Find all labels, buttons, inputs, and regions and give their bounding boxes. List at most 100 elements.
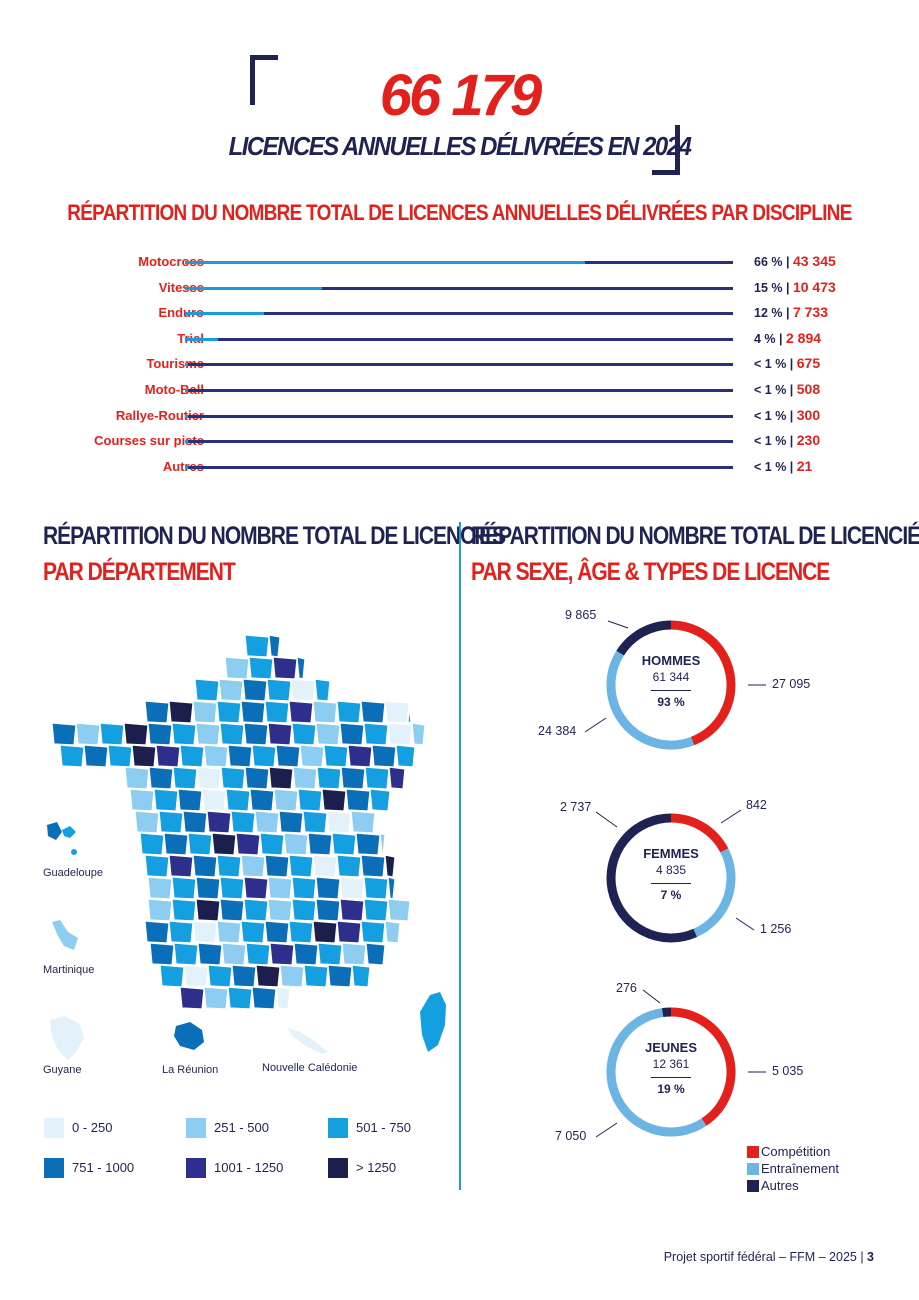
department-shape	[187, 832, 213, 856]
department-shape	[249, 788, 275, 812]
demographic-section-title: RÉPARTITION DU NOMBRE TOTAL DE LICENCIÉS…	[471, 518, 919, 590]
page-footer: Projet sportif fédéral – FFM – 2025 | 3	[664, 1250, 874, 1264]
bar-value-label: 4 % | 2 894	[754, 330, 821, 346]
donut-segment-label: 5 035	[772, 1064, 804, 1078]
donut-leader-line	[720, 809, 742, 824]
martinique-shape	[52, 920, 78, 950]
department-shape	[254, 810, 280, 834]
map-legend-label: > 1250	[356, 1160, 397, 1175]
department-shape	[230, 810, 256, 834]
donut-group-name: HOMMES	[641, 653, 701, 668]
bar-count: 675	[796, 355, 821, 372]
department-shape	[336, 854, 362, 878]
department-shape	[245, 942, 271, 966]
map-legend-label: 751 - 1000	[72, 1160, 135, 1175]
department-shape	[267, 876, 293, 900]
bar-percent: 4 %	[754, 331, 776, 346]
bar-separator: |	[786, 434, 797, 449]
bar-count: 7 733	[792, 304, 828, 321]
map-legend-swatch	[44, 1118, 64, 1138]
bar-fill	[185, 337, 218, 341]
bar-percent: < 1 %	[754, 408, 787, 423]
department-shape	[195, 876, 221, 900]
bar-count: 508	[796, 380, 821, 397]
bar-percent: < 1 %	[754, 357, 787, 372]
bar-value-label: 66 % | 43 345	[754, 253, 836, 269]
footer-text: Projet sportif fédéral – FFM – 2025 |	[663, 1250, 868, 1264]
donut-segment-label: 7 050	[555, 1129, 587, 1143]
department-shape	[243, 722, 269, 746]
donut-segment	[606, 813, 698, 943]
department-shape	[168, 700, 194, 724]
department-shape	[384, 700, 410, 724]
department-shape	[339, 722, 365, 746]
department-shape	[315, 876, 341, 900]
donut-group-name: FEMMES	[643, 846, 699, 861]
donut-center: HOMMES 61 344 93 %	[616, 653, 726, 709]
department-shape	[147, 722, 173, 746]
bar-value-label: < 1 % | 300	[754, 407, 820, 423]
department-shape	[331, 832, 357, 856]
department-shape	[345, 788, 371, 812]
bar-separator: |	[782, 280, 793, 295]
department-shape	[216, 920, 242, 944]
bar-category-label: Courses sur piste	[94, 433, 204, 449]
guyane-shape	[50, 1016, 84, 1060]
bar-fill	[185, 363, 189, 367]
donut-leader-line	[584, 717, 607, 733]
department-shape	[288, 700, 314, 724]
bar-value-label: < 1 % | 230	[754, 432, 820, 448]
department-shape	[221, 942, 247, 966]
department-shape	[196, 766, 222, 790]
territory-label-martinique: Martinique	[43, 964, 95, 976]
department-section-title: RÉPARTITION DU NOMBRE TOTAL DE LICENCIÉS…	[43, 518, 506, 590]
bar-value-label: < 1 % | 675	[754, 355, 820, 371]
donut-segment	[670, 1007, 736, 1126]
bar-row: Moto-Ball < 1 % | 508	[40, 378, 880, 404]
donut-group-total: 12 361	[652, 1057, 690, 1071]
department-shape	[144, 854, 170, 878]
map-legend-label: 1001 - 1250	[214, 1160, 284, 1175]
donut-legend-swatch	[747, 1180, 759, 1192]
map-legend-swatch	[328, 1118, 348, 1138]
donut-segment-label: 842	[746, 798, 767, 812]
bar-separator: |	[786, 408, 797, 423]
department-shape	[317, 942, 343, 966]
department-shape	[59, 744, 85, 768]
bar-percent: 12 %	[754, 306, 783, 321]
department-shape	[365, 942, 386, 966]
department-shape	[312, 700, 338, 724]
map-legend-swatch	[44, 1158, 64, 1178]
department-shape	[355, 832, 381, 856]
map-legend-swatch	[186, 1118, 206, 1138]
donut-group-total: 4 835	[655, 863, 687, 877]
department-shape	[387, 898, 411, 922]
bar-percent: < 1 %	[754, 434, 787, 449]
department-shape	[216, 700, 242, 724]
department-shape	[171, 876, 197, 900]
bar-fill	[185, 261, 586, 264]
department-shape	[240, 854, 266, 878]
bar-separator: |	[782, 255, 793, 269]
department-shape	[144, 920, 170, 944]
donut-leader-line	[595, 1122, 618, 1138]
bar-fill	[185, 286, 322, 290]
map-departments	[51, 634, 426, 1010]
department-shape	[148, 766, 174, 790]
corsica-shape	[420, 992, 446, 1052]
department-shape	[206, 810, 232, 834]
department-shape	[339, 876, 365, 900]
department-shape	[384, 920, 401, 944]
territory-label-la-reunion: La Réunion	[162, 1064, 219, 1076]
bar-category-label: Tourisme	[146, 356, 204, 372]
department-title-line1: RÉPARTITION DU NOMBRE TOTAL DE LICENCIÉS	[43, 522, 506, 550]
department-shape	[264, 700, 290, 724]
bar-value-label: 15 % | 10 473	[754, 279, 836, 295]
map-legend-label: 501 - 750	[356, 1120, 411, 1135]
donut-segment-label: 9 865	[565, 608, 597, 622]
donut-segment	[670, 620, 736, 746]
department-shape	[291, 722, 317, 746]
department-shape	[292, 766, 318, 790]
france-department-map	[47, 634, 446, 1060]
department-shape	[163, 832, 189, 856]
